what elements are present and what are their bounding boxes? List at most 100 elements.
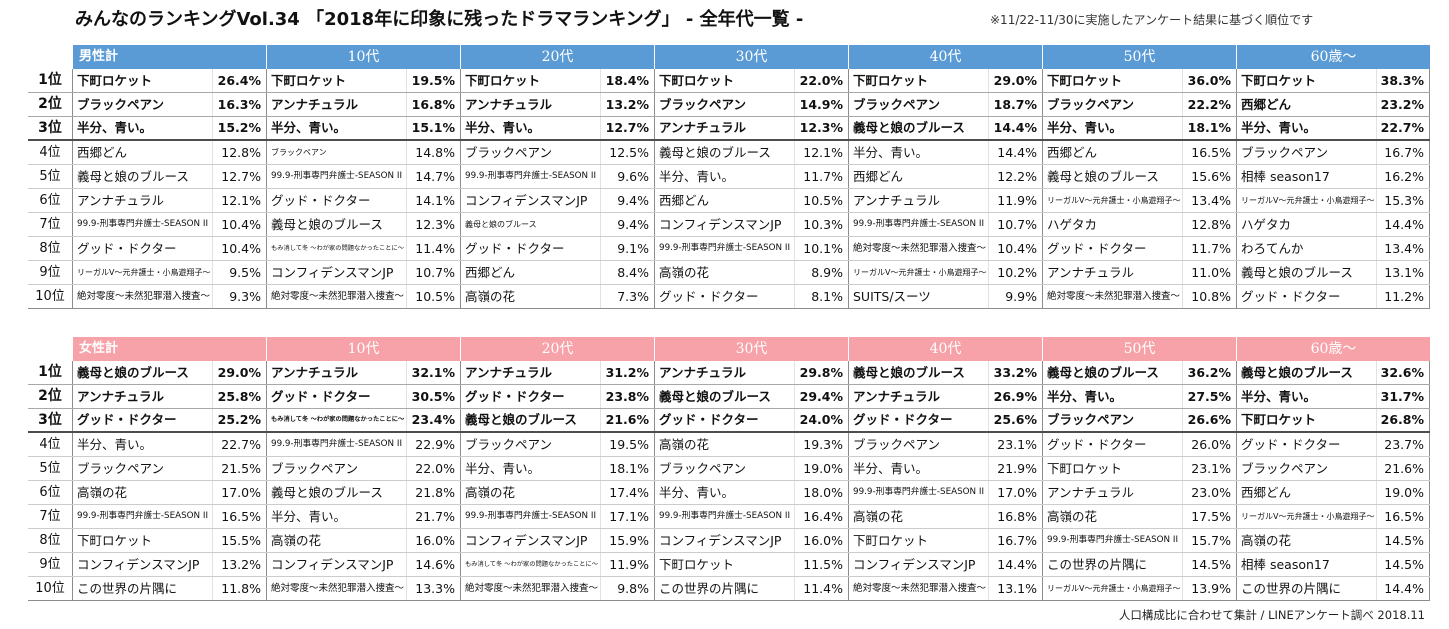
vote-percentage: 38.3% — [1380, 73, 1424, 88]
vote-percentage: 8.4% — [617, 265, 649, 280]
rank-label: 2位 — [38, 96, 62, 112]
vote-percentage: 31.2% — [605, 365, 649, 380]
vote-percentage: 16.5% — [1384, 509, 1424, 524]
drama-title: リーガルV～元弁護士・小鳥遊翔子～ — [1043, 577, 1183, 600]
ranking-cell: 半分、青い。 18.1% — [460, 457, 654, 480]
vote-percentage: 23.2% — [1380, 97, 1424, 112]
age-column-header: 30代 — [654, 45, 848, 69]
drama-title: コンフィデンスマンJP — [461, 189, 601, 212]
total-column-header: 女性計 — [72, 337, 266, 361]
ranking-cell: 下町ロケット 19.5% — [266, 69, 460, 92]
vote-percentage: 22.0% — [799, 73, 843, 88]
vote-percentage: 10.4% — [997, 241, 1037, 256]
ranking-cell: 半分、青い。 27.5% — [1042, 385, 1236, 408]
ranking-cell: 絶対零度～未然犯罪潜入捜査～ 10.4% — [848, 237, 1042, 260]
ranking-cell: 下町ロケット 18.4% — [460, 69, 654, 92]
drama-title: 下町ロケット — [1237, 69, 1377, 92]
column-header-row: 女性計 10代 20代 30代 40代 50代 60歳～ — [28, 337, 1430, 361]
vote-percentage: 23.7% — [1384, 437, 1424, 452]
drama-title: 半分、青い。 — [849, 457, 989, 480]
drama-title: 義母と娘のブルース — [849, 117, 989, 139]
drama-title: 絶対零度～未然犯罪潜入捜査～ — [267, 285, 407, 308]
drama-title: 半分、青い。 — [267, 505, 407, 528]
vote-percentage: 15.6% — [1191, 169, 1231, 184]
drama-title: 99.9-刑事専門弁護士-SEASON II — [267, 165, 407, 188]
ranking-cell: 99.9-刑事専門弁護士-SEASON II 10.1% — [654, 237, 848, 260]
vote-percentage: 15.3% — [1384, 193, 1424, 208]
age-column-header: 60歳～ — [1236, 45, 1430, 69]
rank-header-spacer — [28, 337, 72, 361]
vote-percentage: 19.5% — [411, 73, 455, 88]
drama-title: グッド・ドクター — [1237, 433, 1377, 456]
drama-title: 義母と娘のブルース — [461, 409, 601, 431]
rank-label: 3位 — [38, 120, 62, 136]
drama-title: アンナチュラル — [849, 385, 989, 408]
ranking-row: 8位 下町ロケット 15.5% 高嶺の花 16.0% コンフィデンスマンJP 15.9% コン… — [28, 529, 1430, 553]
drama-title: 99.9-刑事専門弁護士-SEASON II — [655, 505, 795, 528]
vote-percentage: 21.8% — [415, 485, 455, 500]
drama-title: 半分、青い。 — [655, 481, 795, 504]
ranking-cell: リーガルV～元弁護士・小鳥遊翔子～ 15.3% — [1236, 189, 1430, 212]
ranking-cell: リーガルV～元弁護士・小鳥遊翔子～ 13.4% — [1042, 189, 1236, 212]
ranking-cell: 義母と娘のブルース 15.6% — [1042, 165, 1236, 188]
vote-percentage: 11.0% — [1191, 265, 1231, 280]
vote-percentage: 24.0% — [799, 412, 843, 427]
vote-percentage: 12.8% — [221, 145, 261, 160]
drama-title: 半分、青い。 — [461, 117, 601, 139]
drama-title: ブラックペアン — [267, 141, 407, 164]
drama-title: 下町ロケット — [1043, 69, 1183, 92]
vote-percentage: 17.4% — [609, 485, 649, 500]
ranking-cell: 高嶺の花 7.3% — [460, 285, 654, 308]
drama-title: 99.9-刑事専門弁護士-SEASON II — [849, 481, 989, 504]
vote-percentage: 16.8% — [411, 97, 455, 112]
ranking-row: 2位 ブラックペアン 16.3% アンナチュラル 16.8% アンナチュラル 13.2% ブラ… — [28, 93, 1430, 117]
drama-title: 西郷どん — [461, 261, 601, 284]
vote-percentage: 11.9% — [609, 557, 649, 572]
ranking-cell: アンナチュラル 25.8% — [72, 385, 266, 408]
drama-title: アンナチュラル — [1043, 261, 1183, 284]
ranking-cell: 下町ロケット 36.0% — [1042, 69, 1236, 92]
drama-title: ブラックペアン — [655, 93, 795, 116]
drama-title: 絶対零度～未然犯罪潜入捜査～ — [849, 237, 989, 260]
vote-percentage: 16.0% — [415, 533, 455, 548]
vote-percentage: 36.0% — [1187, 73, 1231, 88]
drama-title: ブラックペアン — [1043, 409, 1183, 431]
ranking-cell: コンフィデンスマンJP 15.9% — [460, 529, 654, 552]
vote-percentage: 13.4% — [1191, 193, 1231, 208]
ranking-cell: アンナチュラル 12.1% — [72, 189, 266, 212]
ranking-cell: グッド・ドクター 23.7% — [1236, 433, 1430, 456]
drama-title: グッド・ドクター — [1237, 285, 1377, 308]
vote-percentage: 12.1% — [803, 145, 843, 160]
ranking-cell: 半分、青い。 22.7% — [1236, 117, 1430, 139]
drama-title: アンナチュラル — [1043, 481, 1183, 504]
ranking-cell: ブラックペアン 16.3% — [72, 93, 266, 116]
ranking-cell: コンフィデンスマンJP 14.4% — [848, 553, 1042, 576]
ranking-cell: アンナチュラル 13.2% — [460, 93, 654, 116]
vote-percentage: 29.4% — [799, 389, 843, 404]
vote-percentage: 9.6% — [617, 169, 649, 184]
drama-title: グッド・ドクター — [1043, 237, 1183, 260]
drama-title: 絶対零度～未然犯罪潜入捜査～ — [849, 577, 989, 600]
ranking-cell: 義母と娘のブルース 21.6% — [460, 409, 654, 431]
vote-percentage: 10.4% — [221, 241, 261, 256]
vote-percentage: 13.2% — [605, 97, 649, 112]
drama-title: アンナチュラル — [849, 189, 989, 212]
ranking-cell: アンナチュラル 12.3% — [654, 117, 848, 139]
drama-title: 義母と娘のブルース — [1237, 261, 1377, 284]
ranking-cell: 絶対零度～未然犯罪潜入捜査～ 13.3% — [266, 577, 460, 600]
ranking-cell: もみ消して冬 ～わが家の問題なかったことに～ 11.9% — [460, 553, 654, 576]
vote-percentage: 25.8% — [217, 389, 261, 404]
drama-title: 高嶺の花 — [461, 481, 601, 504]
drama-title: リーガルV～元弁護士・小鳥遊翔子～ — [73, 261, 213, 284]
drama-title: ブラックペアン — [1043, 93, 1183, 116]
vote-percentage: 18.1% — [609, 461, 649, 476]
vote-percentage: 22.7% — [221, 437, 261, 452]
drama-title: 義母と娘のブルース — [267, 213, 407, 236]
ranking-row: 4位 半分、青い。 22.7% 99.9-刑事専門弁護士-SEASON II 22.9%… — [28, 433, 1430, 457]
drama-title: 義母と娘のブルース — [73, 165, 213, 188]
ranking-cell: ブラックペアン 21.5% — [72, 457, 266, 480]
vote-percentage: 10.8% — [1191, 289, 1231, 304]
vote-percentage: 29.8% — [799, 365, 843, 380]
vote-percentage: 12.2% — [997, 169, 1037, 184]
rank-label: 6位 — [39, 485, 61, 500]
